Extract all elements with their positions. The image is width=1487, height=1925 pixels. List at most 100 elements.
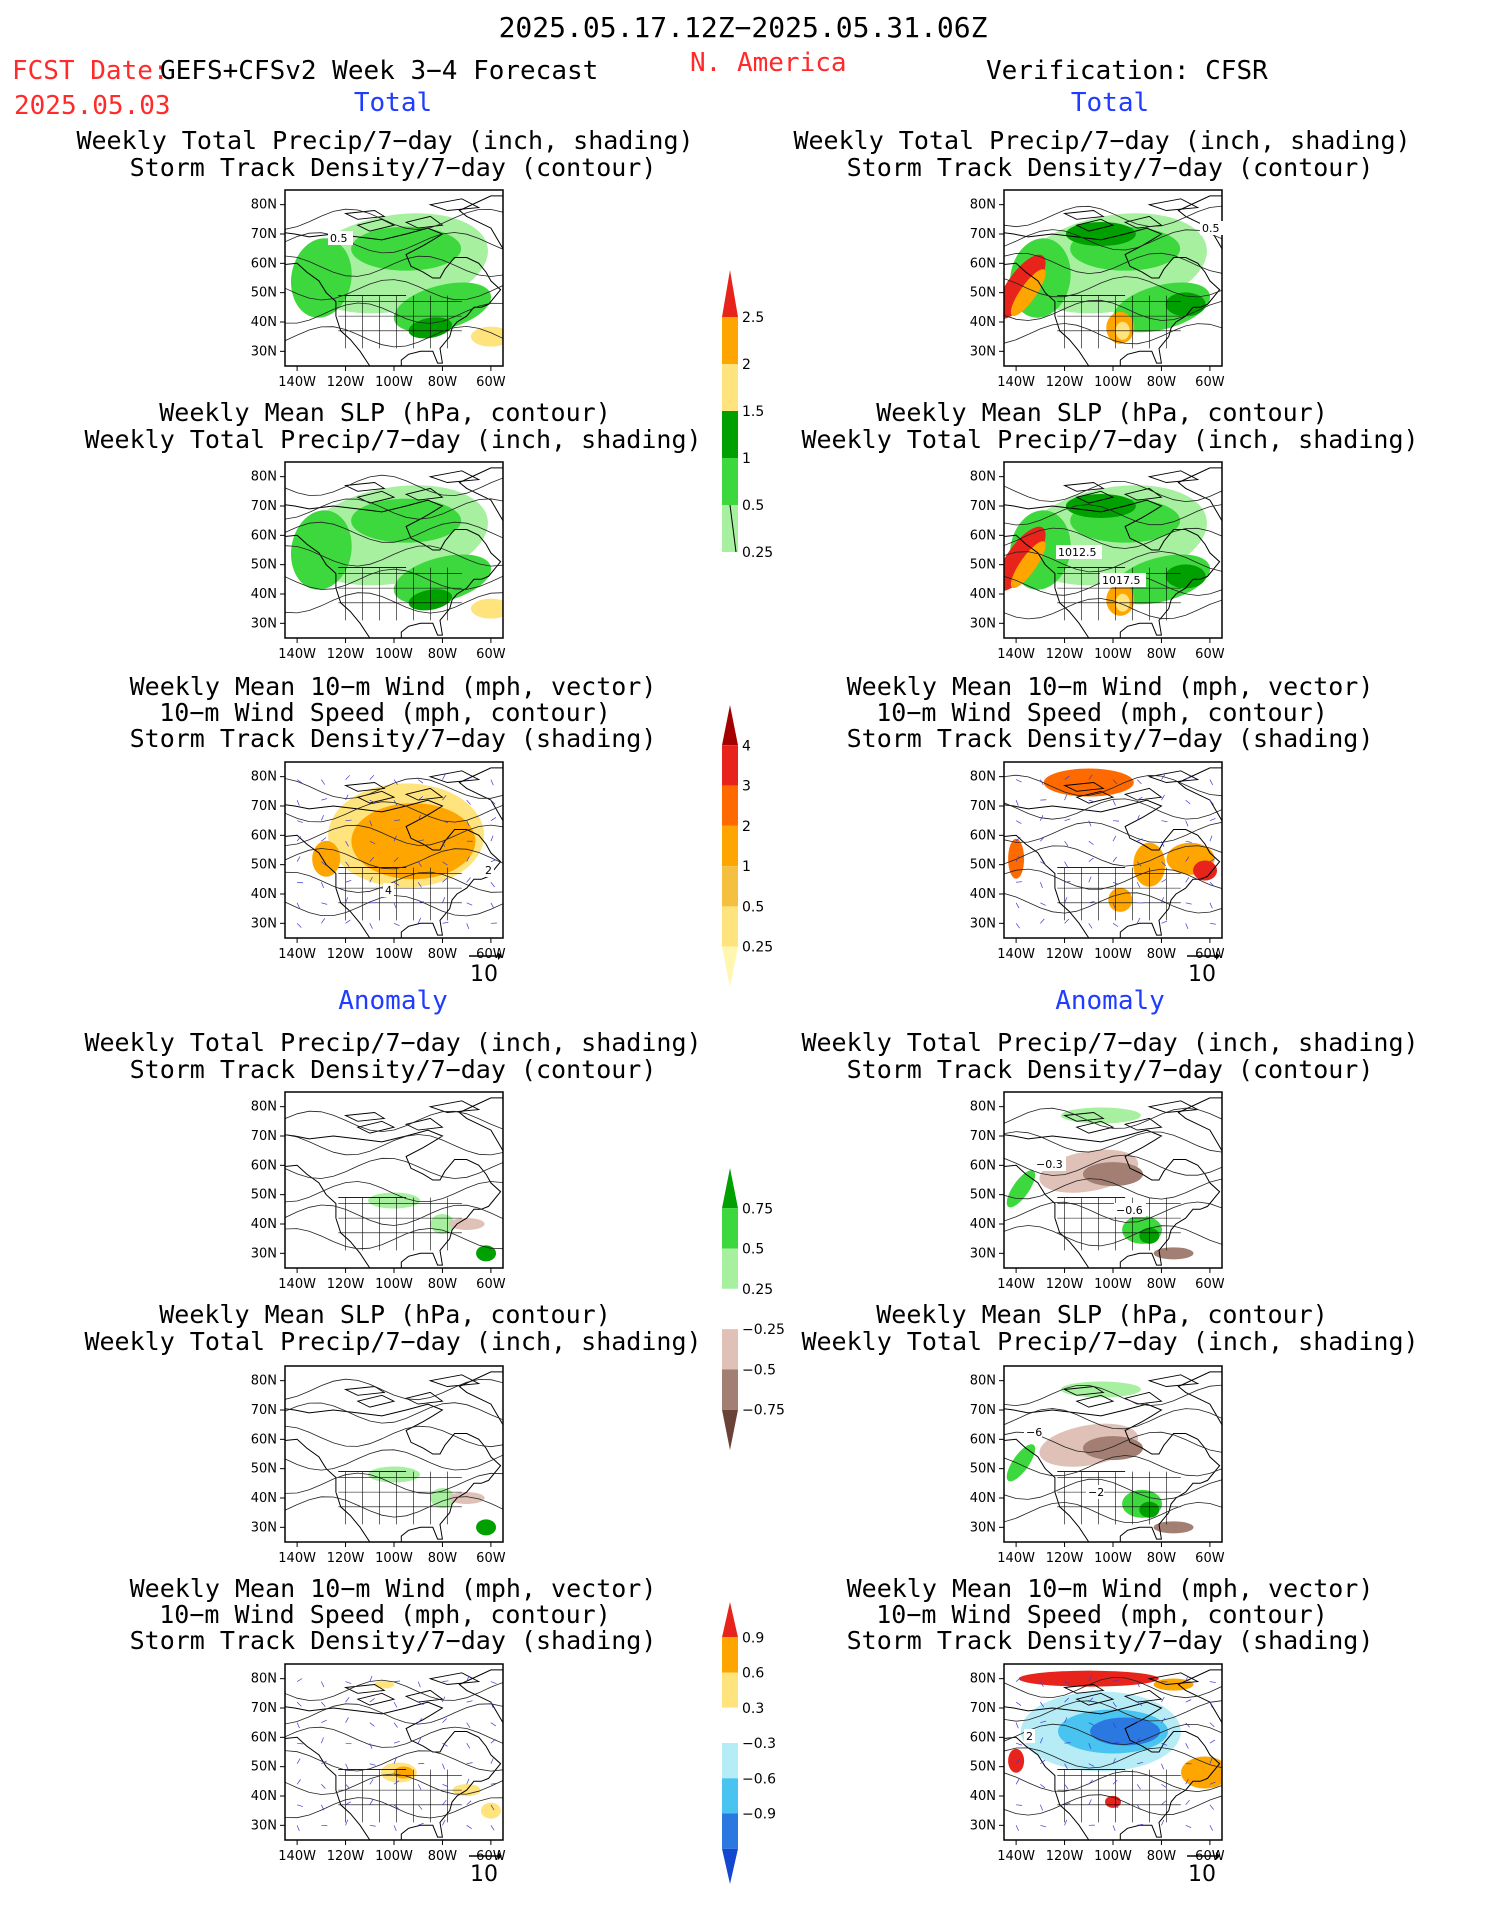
colorbar: 0.9 0.6 0.3 −0.3 −0.6 −0.9 — [722, 1602, 776, 1884]
wind-vector — [490, 902, 495, 909]
contour-line — [285, 208, 503, 231]
wind-vector — [1064, 775, 1070, 780]
shading-patch — [1004, 254, 1046, 319]
wind-vector — [369, 820, 373, 827]
wind-vector — [1088, 799, 1095, 803]
panel-title: Weekly Total Precip/7−day (inch, shading… — [84, 1028, 702, 1057]
wind-vector — [1112, 835, 1117, 842]
shading-patch — [476, 1519, 497, 1536]
contour-line — [1004, 845, 1222, 867]
island-coastline — [343, 782, 386, 792]
wind-vector — [1112, 923, 1119, 927]
panel-title: Weekly Mean 10−m Wind (mph, vector) — [129, 1574, 657, 1603]
wind-vector — [296, 1701, 302, 1707]
wind-vector — [1015, 1701, 1022, 1706]
wind-vector — [1185, 775, 1191, 780]
island-coastline — [428, 198, 481, 211]
wind-vector — [417, 1737, 422, 1744]
shading-patch — [1004, 526, 1046, 591]
wind-vector — [418, 839, 425, 842]
island-coastline — [356, 1692, 396, 1706]
contour-label: −0.6 — [1116, 1204, 1143, 1217]
wind-vector — [1015, 779, 1022, 783]
panel-title: Weekly Total Precip/7−day (inch, shading… — [76, 126, 694, 155]
colorbar-cap — [722, 705, 738, 746]
wind-vector — [1064, 881, 1071, 883]
lat-label: 80N — [251, 770, 277, 785]
lat-label: 70N — [251, 227, 277, 242]
wind-vector — [466, 1762, 473, 1765]
shading-patch — [1193, 860, 1218, 881]
contour-label-bg — [1086, 1485, 1104, 1499]
panel-title: 10−m Wind Speed (mph, contour) — [159, 698, 611, 727]
wind-vector — [1015, 820, 1022, 824]
colorbar-label: 0.6 — [742, 1666, 764, 1682]
wind-vector — [1040, 918, 1045, 924]
wind-vector — [1161, 1819, 1165, 1826]
contour-label: −0.3 — [1036, 1158, 1063, 1171]
contour-line — [285, 1227, 503, 1250]
shading-patch — [1165, 564, 1206, 589]
lat-label: 80N — [970, 1672, 996, 1687]
wind-vector — [1209, 799, 1214, 806]
contour-label: −2 — [1088, 1486, 1104, 1499]
contour-line — [285, 871, 503, 893]
wind-vector — [466, 902, 473, 906]
lat-label: 80N — [970, 470, 996, 485]
contour-label-bg — [383, 883, 394, 897]
colorbar-segment — [722, 906, 738, 947]
lon-label: 80W — [428, 647, 458, 662]
wind-vector — [1137, 1718, 1143, 1723]
coastline — [1004, 499, 1221, 638]
contour-line — [1004, 504, 1222, 526]
island-coastline — [343, 210, 386, 220]
wind-vector — [490, 1804, 495, 1811]
contour-label: 0.5 — [330, 232, 348, 245]
greenland-coastline — [1177, 467, 1222, 522]
map-content — [1004, 1366, 1222, 1542]
wind-vector — [1112, 779, 1118, 785]
contour-label-bg — [1024, 1729, 1035, 1743]
lat-label: 50N — [970, 1188, 996, 1203]
wind-vector — [1064, 1763, 1068, 1770]
wind-vector — [369, 1698, 375, 1703]
lon-label: 120W — [1046, 947, 1084, 962]
wind-vector — [1112, 1825, 1116, 1832]
lon-label: 140W — [278, 375, 316, 390]
contour-line — [1004, 1201, 1222, 1223]
wind-vector — [1040, 1759, 1046, 1765]
lat-label: 40N — [251, 1217, 277, 1232]
panel-title: Weekly Mean 10−m Wind (mph, vector) — [846, 672, 1374, 701]
lat-label: 50N — [970, 858, 996, 873]
lon-label: 80W — [1147, 1849, 1177, 1864]
wind-vector — [393, 1722, 398, 1728]
island-coastline — [1075, 1394, 1115, 1408]
colorbar-segment — [722, 1369, 738, 1410]
lon-label: 60W — [476, 375, 506, 390]
lat-label: 70N — [251, 1403, 277, 1418]
map-content — [1004, 462, 1222, 638]
wind-vector — [442, 1696, 446, 1703]
lat-label: 60N — [251, 528, 277, 543]
wind-vector — [321, 1681, 325, 1688]
wind-vector — [1136, 814, 1140, 821]
wind-vector — [1209, 902, 1213, 909]
lon-label: 120W — [327, 647, 365, 662]
panel-title: Weekly Mean 10−m Wind (mph, vector) — [846, 1574, 1374, 1603]
contour-label: 1012.5 — [1058, 546, 1097, 559]
lon-label: 60W — [1195, 375, 1225, 390]
shading-patch — [1010, 269, 1046, 317]
wind-vector — [490, 859, 497, 863]
wind-vector — [1088, 857, 1094, 863]
lon-label: 80W — [428, 1849, 458, 1864]
wind-vector — [1015, 800, 1019, 806]
contour-line — [1004, 1178, 1222, 1200]
lon-label: 140W — [278, 1277, 316, 1292]
shading-patch — [351, 803, 476, 880]
lon-label: 120W — [1046, 647, 1084, 662]
lon-label: 80W — [428, 375, 458, 390]
wind-vector — [296, 856, 301, 862]
map-content — [285, 462, 503, 638]
colorbar-label: −0.5 — [742, 1362, 776, 1378]
lon-label: 120W — [1046, 375, 1084, 390]
